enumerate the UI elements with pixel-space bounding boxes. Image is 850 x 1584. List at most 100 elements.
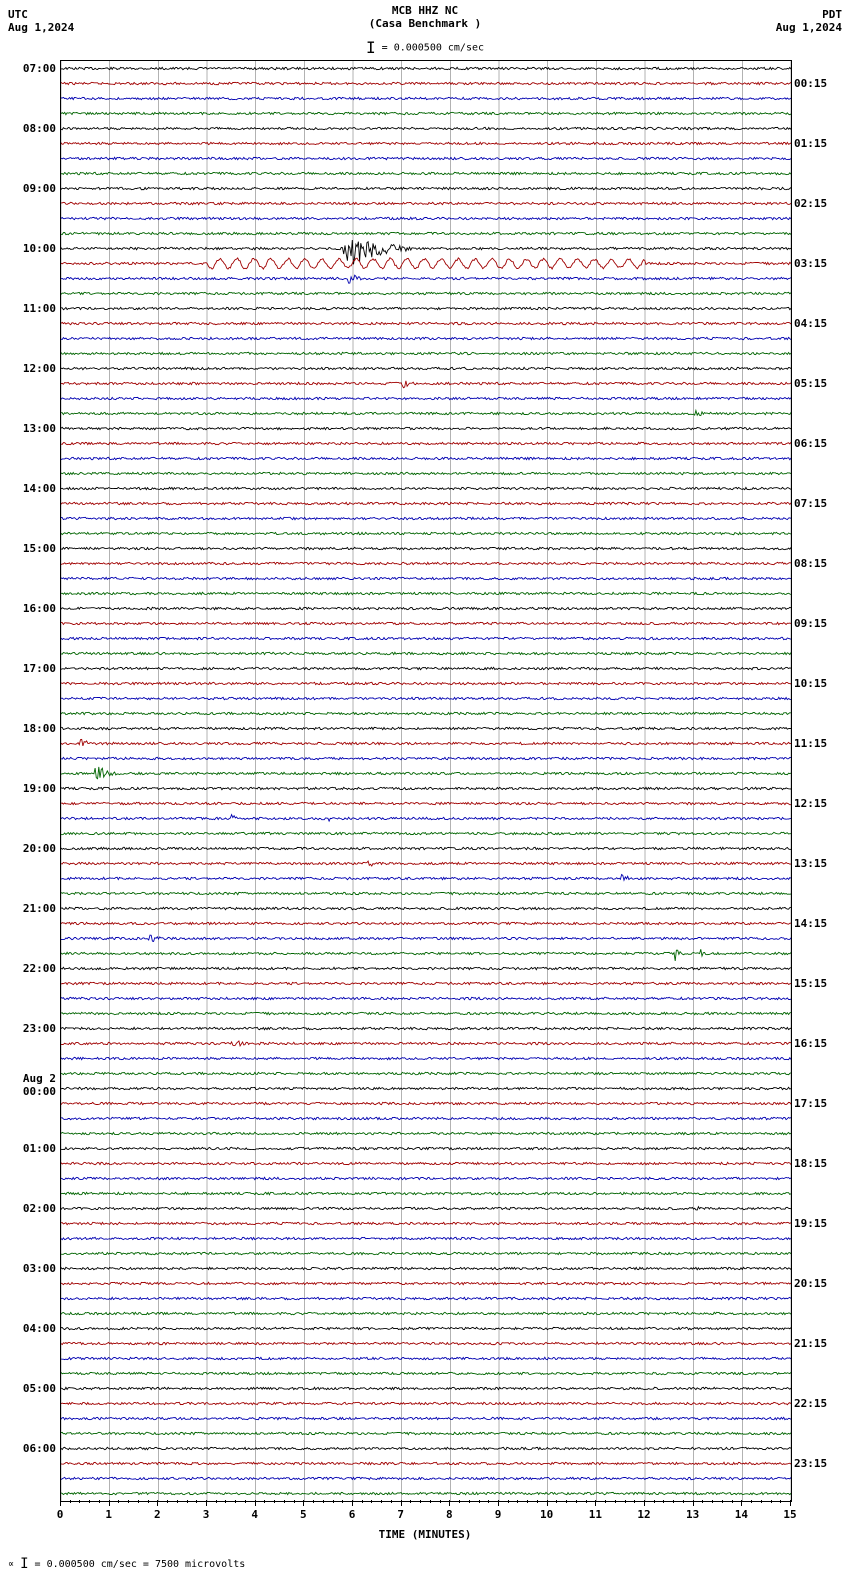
header-right: PDT Aug 1,2024	[776, 8, 842, 34]
pdt-hour-label: 15:15	[794, 977, 827, 990]
trace-row	[61, 637, 791, 639]
trace-row	[61, 1267, 791, 1269]
trace-row	[61, 1132, 791, 1134]
utc-hour-label: 11:00	[23, 302, 56, 315]
x-minor-tick	[751, 1500, 752, 1503]
x-tick: 12	[637, 1508, 650, 1521]
pdt-hour-label: 23:15	[794, 1457, 827, 1470]
trace-row	[61, 1417, 791, 1419]
trace-row	[61, 1012, 791, 1014]
pdt-hour-label: 01:15	[794, 137, 827, 150]
x-tick: 11	[589, 1508, 602, 1521]
x-minor-tick	[148, 1500, 149, 1503]
utc-hour-label: 06:00	[23, 1442, 56, 1455]
trace-row	[61, 232, 791, 234]
trace-row	[61, 82, 791, 84]
trace-row	[61, 352, 791, 354]
pdt-hour-label: 05:15	[794, 377, 827, 390]
pdt-hour-label: 11:15	[794, 737, 827, 750]
utc-hour-label: 01:00	[23, 1142, 56, 1155]
trace-row	[61, 682, 791, 684]
x-minor-tick	[274, 1500, 275, 1503]
trace-row	[61, 787, 791, 789]
trace-row	[61, 1252, 791, 1254]
trace-row	[61, 112, 791, 114]
x-minor-tick	[99, 1500, 100, 1503]
trace-row	[61, 1102, 791, 1104]
x-minor-tick	[216, 1500, 217, 1503]
x-minor-tick	[362, 1500, 363, 1503]
header-center: MCB HHZ NC (Casa Benchmark )	[0, 4, 850, 30]
x-minor-tick	[410, 1500, 411, 1503]
trace-row	[61, 142, 791, 144]
trace-row	[61, 1372, 791, 1374]
x-minor-tick	[79, 1500, 80, 1503]
trace-row	[61, 727, 791, 729]
trace-row	[61, 202, 791, 204]
x-minor-tick	[187, 1500, 188, 1503]
trace-row	[61, 381, 791, 388]
trace-row	[61, 517, 791, 519]
trace-row	[61, 757, 791, 759]
trace-row	[61, 712, 791, 714]
x-axis-label: TIME (MINUTES)	[0, 1528, 850, 1541]
x-tick: 5	[300, 1508, 307, 1521]
utc-hour-label: 17:00	[23, 662, 56, 675]
x-minor-tick	[294, 1500, 295, 1503]
utc-hour-label: 23:00	[23, 1022, 56, 1035]
pdt-hour-label: 22:15	[794, 1397, 827, 1410]
trace-row	[61, 577, 791, 579]
x-minor-tick	[118, 1500, 119, 1503]
trace-row	[61, 967, 791, 969]
x-tick: 8	[446, 1508, 453, 1521]
x-minor-tick	[391, 1500, 392, 1503]
x-tick-mark	[449, 1500, 450, 1506]
x-tick-mark	[157, 1500, 158, 1506]
trace-row	[61, 1342, 791, 1344]
station-location: (Casa Benchmark )	[0, 17, 850, 30]
trace-row	[61, 652, 791, 654]
utc-hour-label: 09:00	[23, 182, 56, 195]
x-minor-tick	[177, 1500, 178, 1503]
seismogram-traces	[60, 60, 792, 1502]
trace-row	[61, 607, 791, 609]
trace-row	[61, 337, 791, 339]
trace-row	[61, 847, 791, 849]
utc-hour-label: 19:00	[23, 782, 56, 795]
utc-hour-label: 02:00	[23, 1202, 56, 1215]
x-minor-tick	[264, 1500, 265, 1503]
trace-row	[61, 397, 791, 399]
x-minor-tick	[527, 1500, 528, 1503]
footer-text: = 0.000500 cm/sec = 7500 microvolts	[35, 1559, 246, 1570]
trace-row	[61, 217, 791, 219]
trace-row	[61, 1402, 791, 1404]
x-tick: 13	[686, 1508, 699, 1521]
trace-row	[61, 907, 791, 909]
x-tick-mark	[741, 1500, 742, 1506]
pdt-hour-label: 03:15	[794, 257, 827, 270]
x-tick: 10	[540, 1508, 553, 1521]
x-minor-tick	[89, 1500, 90, 1503]
trace-row	[61, 1492, 791, 1494]
trace-row	[61, 307, 791, 309]
trace-row	[61, 922, 791, 924]
x-minor-tick	[225, 1500, 226, 1503]
utc-hour-label: 03:00	[23, 1262, 56, 1275]
trace-row	[61, 532, 791, 534]
x-minor-tick	[761, 1500, 762, 1503]
pdt-hour-label: 18:15	[794, 1157, 827, 1170]
pdt-hour-label: 21:15	[794, 1337, 827, 1350]
footer-scale: ∝ I = 0.000500 cm/sec = 7500 microvolts	[0, 1550, 850, 1578]
pdt-hour-label: 04:15	[794, 317, 827, 330]
x-minor-tick	[342, 1500, 343, 1503]
x-minor-tick	[479, 1500, 480, 1503]
trace-row	[61, 502, 791, 504]
pdt-hour-label: 12:15	[794, 797, 827, 810]
trace-row	[61, 982, 791, 984]
x-tick: 6	[349, 1508, 356, 1521]
trace-row	[61, 1207, 791, 1210]
trace-row	[61, 802, 791, 804]
utc-hour-label: 05:00	[23, 1382, 56, 1395]
trace-row	[61, 949, 791, 961]
trace-row	[61, 622, 791, 624]
